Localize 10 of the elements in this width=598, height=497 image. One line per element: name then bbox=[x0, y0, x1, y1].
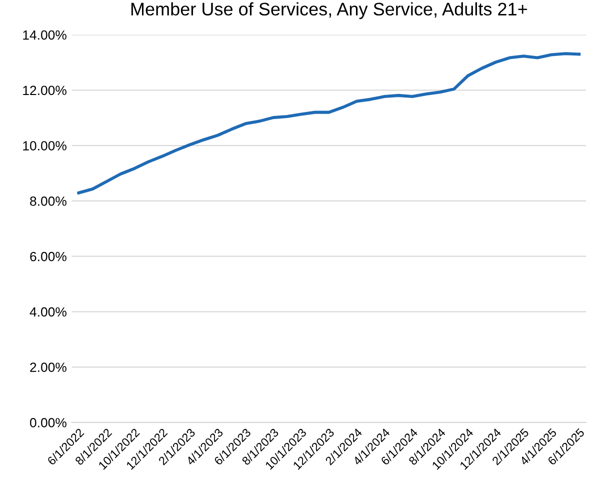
y-tick-label: 12.00% bbox=[23, 86, 66, 96]
y-tick-label: 0.00% bbox=[30, 418, 66, 428]
y-tick-label: 10.00% bbox=[23, 141, 66, 150]
line-series bbox=[77, 52, 581, 194]
y-tick-label: 4.00% bbox=[30, 307, 66, 317]
y-tick-label: 6.00% bbox=[30, 252, 66, 262]
chart-title: Member Use of Services, Any Service, Adults 21+ bbox=[131, 2, 527, 20]
y-tick-label: 14.00% bbox=[23, 30, 66, 40]
y-tick-label: 2.00% bbox=[30, 362, 66, 372]
y-tick-label: 8.00% bbox=[30, 196, 66, 206]
